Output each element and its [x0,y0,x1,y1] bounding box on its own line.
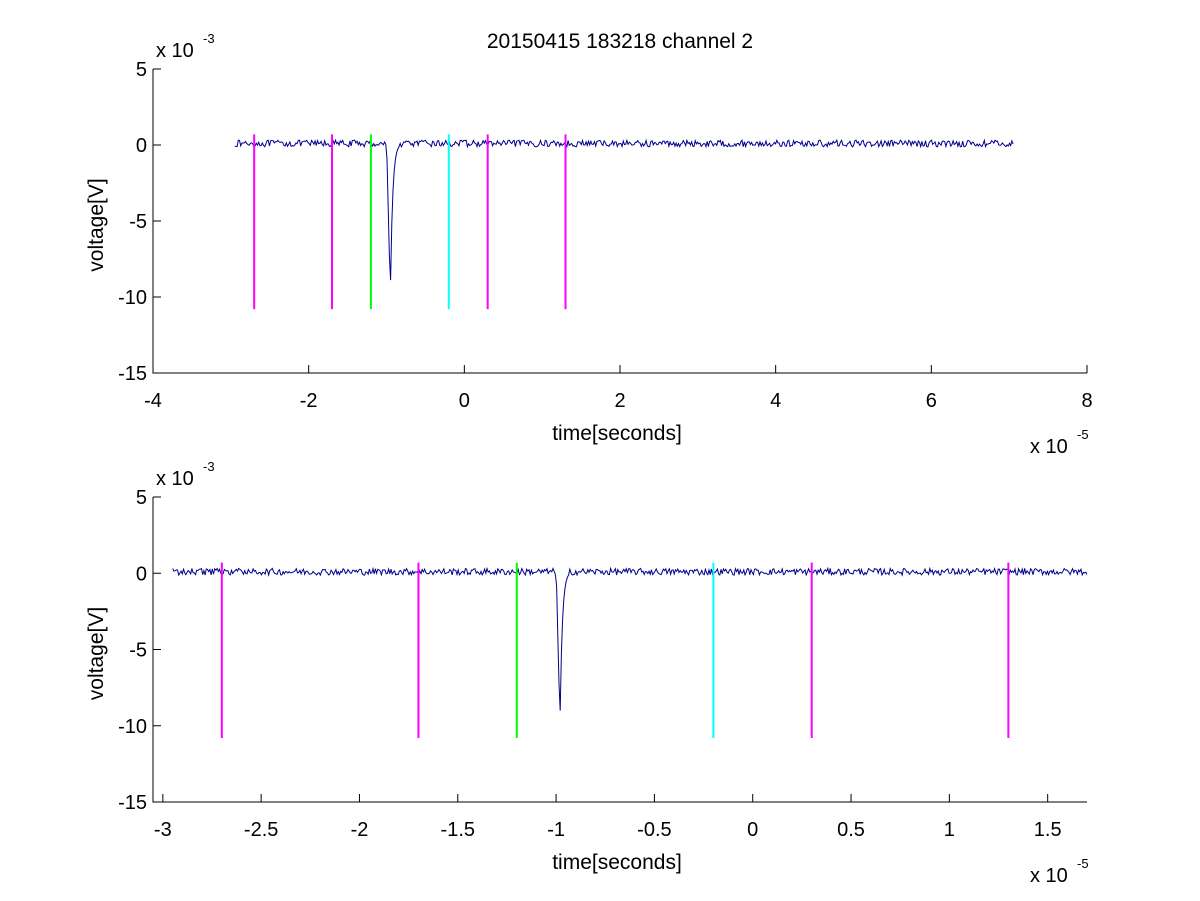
x-tick-label: -2.5 [244,819,278,841]
bottom-plot: 5 0 -5 -10 -15 -3 -2.5 -2 -1.5 -1 -0.5 0 0.5 1 1.5 time… [85,459,1089,887]
y-exponent-power: -3 [203,459,215,474]
x-tick-label: -3 [154,819,172,841]
x-tick-label: 0.5 [837,819,865,841]
x-tick-label: -1.5 [441,819,475,841]
x-tick-label: 8 [1081,390,1092,412]
y-exponent-label: x 10 [156,40,194,62]
x-tick-label: 6 [926,390,937,412]
x-tick-label: 0 [747,819,758,841]
x-exponent-power: -5 [1077,427,1089,442]
x-exponent-power: -5 [1077,856,1089,871]
x-tick-label: -2 [351,819,369,841]
x-tick-label: -4 [144,390,162,412]
chart-title: 20150415 183218 channel 2 [487,30,753,53]
y-tick-label: -5 [129,640,147,662]
x-tick-label: 1 [944,819,955,841]
y-tick-label: -15 [118,363,147,385]
y-tick-label: -5 [129,211,147,233]
y-tick-label: -10 [118,287,147,309]
axes [152,497,1087,803]
x-tick-label: -0.5 [637,819,671,841]
y-exponent-power: -3 [203,31,215,46]
x-tick-label: 1.5 [1034,819,1062,841]
y-tick-label: 5 [136,487,147,509]
y-tick-label: 0 [136,563,147,585]
signal-trace [172,566,1088,711]
top-plot: 5 0 -5 -10 -15 -4 -2 0 2 4 6 8 time[seconds] voltage[… [85,31,1093,458]
x-axis-label: time[seconds] [552,422,682,445]
y-tick-label: -10 [118,716,147,738]
y-axis-label: voltage[V] [85,607,108,700]
x-tick-label: 4 [770,390,781,412]
axes [152,69,1087,374]
x-tick-label: -1 [547,819,565,841]
signal-trace [234,138,1014,281]
y-tick-label: -15 [118,792,147,814]
y-tick-label: 5 [136,59,147,81]
x-axis-label: time[seconds] [552,851,682,874]
y-tick-label: 0 [136,135,147,157]
x-tick-label: 0 [459,390,470,412]
y-exponent-label: x 10 [156,468,194,490]
x-tick-label: 2 [614,390,625,412]
x-exponent-label: x 10 [1030,436,1068,458]
x-tick-label: -2 [300,390,318,412]
x-exponent-label: x 10 [1030,865,1068,887]
y-axis-label: voltage[V] [85,178,108,271]
